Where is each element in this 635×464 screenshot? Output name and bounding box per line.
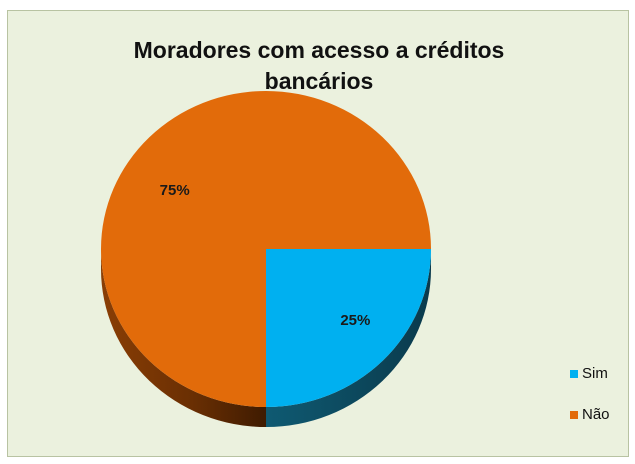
legend-swatch-nao [570, 410, 578, 419]
data-label-sim: 25% [340, 312, 370, 329]
chart-area: Moradores com acesso a créditos bancário… [7, 10, 629, 457]
legend-label-nao: Não [582, 406, 610, 423]
legend-item-sim: Sim [570, 363, 610, 384]
pie-slice-sim [266, 249, 431, 407]
legend-label-sim: Sim [582, 365, 608, 382]
pie-chart: 25% 75% [101, 91, 431, 427]
legend: Sim Não [570, 363, 610, 445]
legend-swatch-sim [570, 369, 578, 378]
chart-title: Moradores com acesso a créditos bancário… [8, 35, 630, 97]
chart-title-line-1: Moradores com acesso a créditos [133, 37, 505, 63]
pie-side-sim [266, 249, 431, 427]
legend-item-nao: Não [570, 404, 610, 425]
pie-slice-nao [101, 91, 431, 407]
chart-title-line-2: bancários [264, 68, 374, 94]
pie-side-nao [101, 249, 266, 427]
data-label-nao: 75% [160, 182, 190, 199]
